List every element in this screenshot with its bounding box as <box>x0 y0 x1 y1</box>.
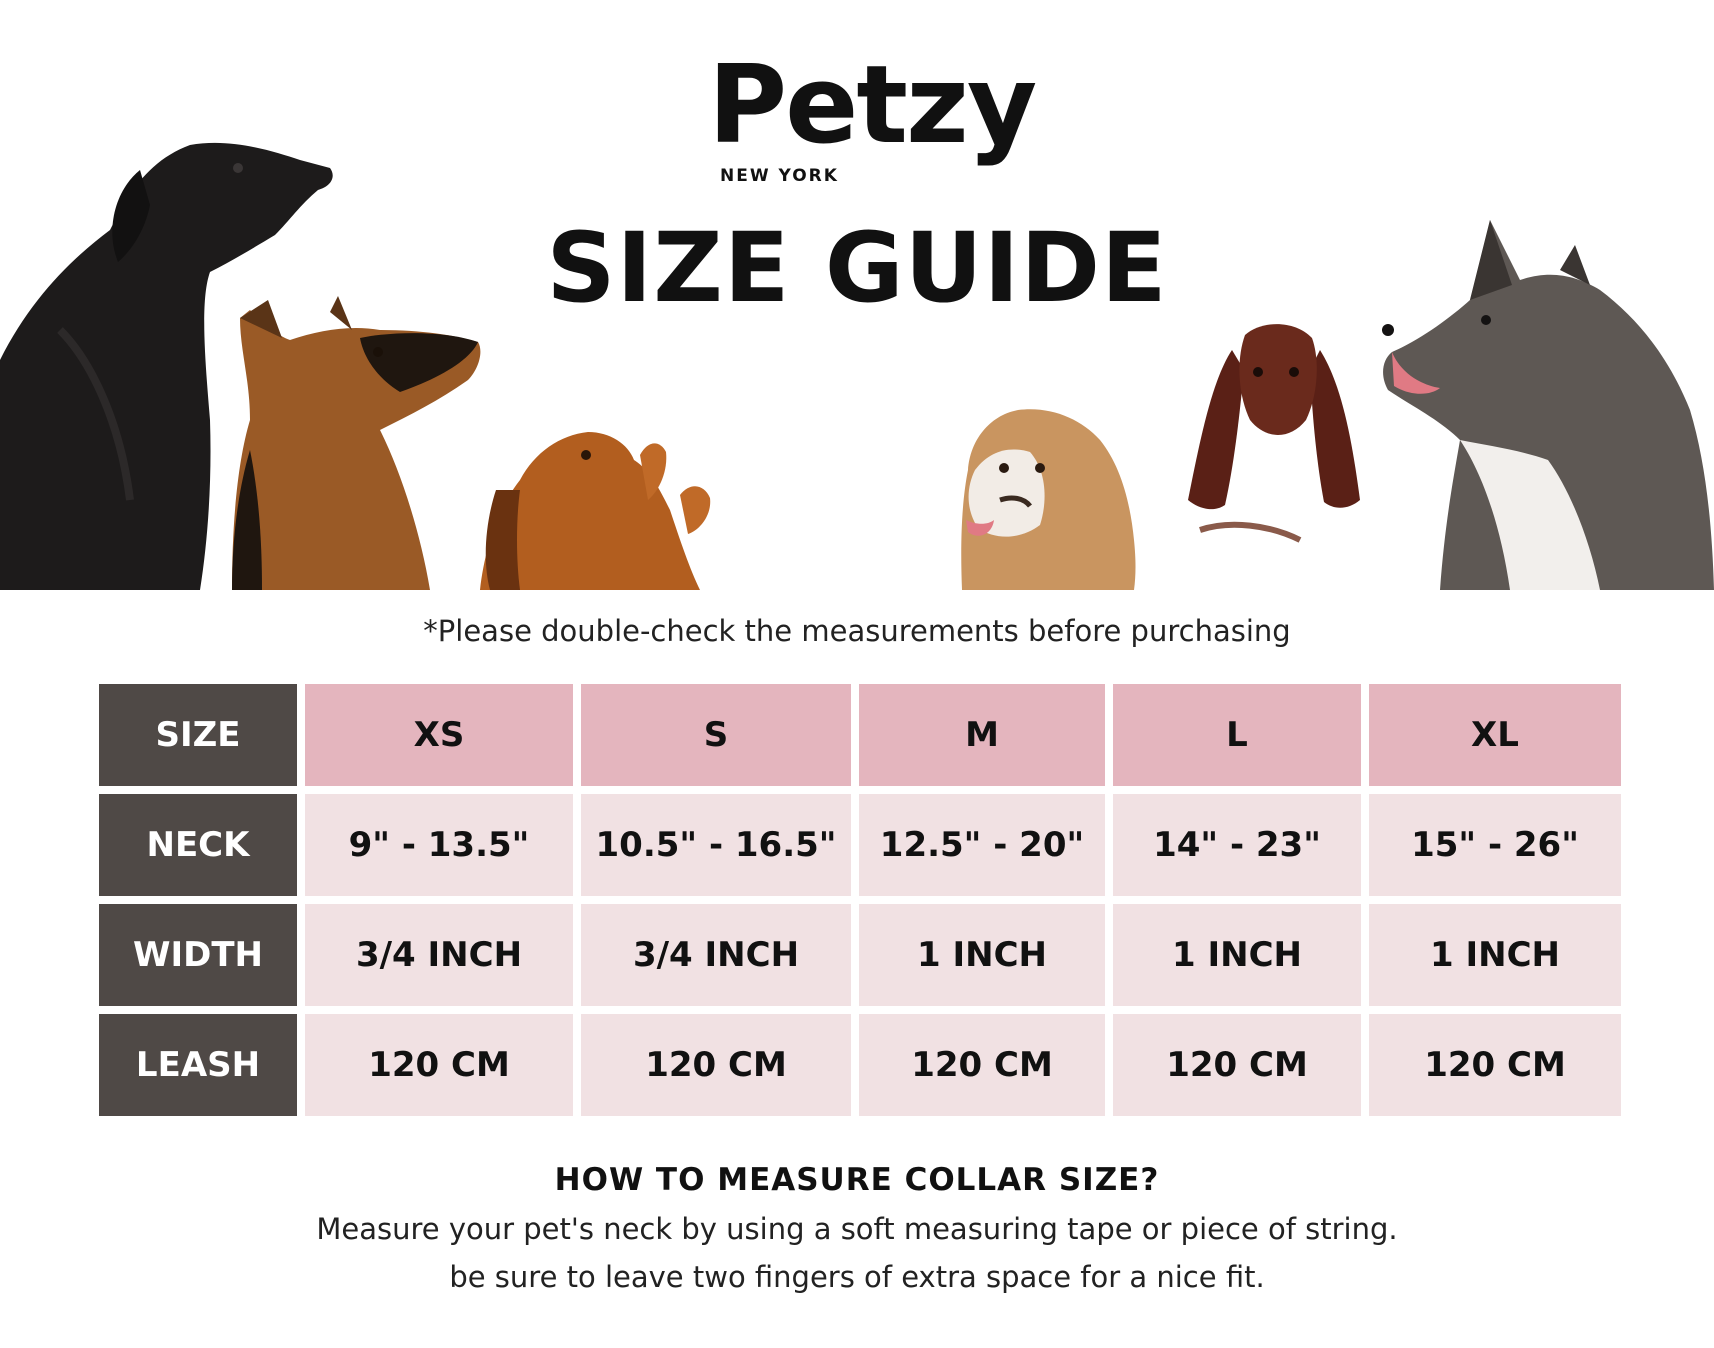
page-title: SIZE GUIDE <box>546 212 1168 324</box>
dog-photos <box>0 142 1714 590</box>
dachshund-image <box>480 432 711 590</box>
neck-l: 14" - 23" <box>1113 794 1361 896</box>
width-xs: 3/4 INCH <box>305 904 573 1006</box>
size-header-l: L <box>1113 684 1361 786</box>
neck-m: 12.5" - 20" <box>859 794 1105 896</box>
measure-instruction-1: Measure your pet's neck by using a soft … <box>316 1212 1398 1246</box>
neck-s: 10.5" - 16.5" <box>581 794 851 896</box>
great-dane-image <box>0 142 333 590</box>
measurement-note: *Please double-check the measurements be… <box>423 614 1291 648</box>
width-xl: 1 INCH <box>1369 904 1621 1006</box>
leash-l: 120 CM <box>1113 1014 1361 1116</box>
measure-heading: HOW TO MEASURE COLLAR SIZE? <box>554 1162 1160 1198</box>
row-label-leash: LEASH <box>99 1014 297 1116</box>
brand-logo: Petzy NEW YORK <box>700 52 1037 202</box>
neck-xl: 15" - 26" <box>1369 794 1621 896</box>
width-m: 1 INCH <box>859 904 1105 1006</box>
leash-m: 120 CM <box>859 1014 1105 1116</box>
size-header-m: M <box>859 684 1105 786</box>
akita-image <box>1382 220 1714 590</box>
leash-s: 120 CM <box>581 1014 851 1116</box>
brand-name: Petzy <box>708 43 1037 168</box>
hero-banner: Petzy NEW YORK SIZE GUIDE <box>0 0 1714 590</box>
leash-xl: 120 CM <box>1369 1014 1621 1116</box>
measure-instruction-2: be sure to leave two fingers of extra sp… <box>449 1260 1265 1294</box>
neck-xs: 9" - 13.5" <box>305 794 573 896</box>
row-label-width: WIDTH <box>99 904 297 1006</box>
spaniel-image <box>1168 320 1378 590</box>
width-s: 3/4 INCH <box>581 904 851 1006</box>
size-header-xs: XS <box>305 684 573 786</box>
brand-subtitle: NEW YORK <box>720 166 839 186</box>
bulldog-image <box>961 409 1136 590</box>
width-l: 1 INCH <box>1113 904 1361 1006</box>
size-header-s: S <box>581 684 851 786</box>
row-label-neck: NECK <box>99 794 297 896</box>
size-header-xl: XL <box>1369 684 1621 786</box>
size-table: SIZE XS S M L XL NECK 9" - 13.5" 10.5" -… <box>99 684 1621 1116</box>
header-size-label: SIZE <box>99 684 297 786</box>
leash-xs: 120 CM <box>305 1014 573 1116</box>
german-shepherd-image <box>232 296 481 590</box>
